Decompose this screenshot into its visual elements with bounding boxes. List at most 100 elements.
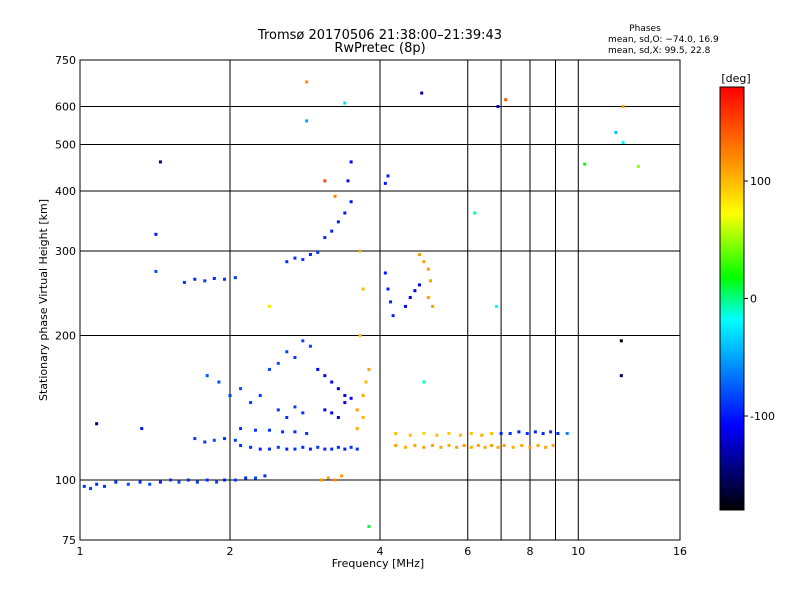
data-point (223, 437, 227, 441)
data-point (367, 525, 371, 529)
data-point (391, 314, 395, 318)
data-point (533, 430, 537, 434)
data-point (544, 445, 548, 449)
data-point (223, 277, 227, 281)
x-tick-label: 10 (571, 545, 585, 558)
data-point (215, 480, 219, 484)
data-point (258, 394, 262, 398)
data-point (158, 160, 162, 164)
data-point (330, 229, 334, 233)
data-point (619, 339, 623, 343)
data-point (549, 430, 553, 434)
data-point (469, 432, 473, 436)
data-point (154, 269, 158, 273)
data-point (305, 80, 309, 84)
data-point (343, 101, 347, 105)
data-point (293, 447, 297, 451)
data-point (447, 444, 451, 448)
data-point (355, 408, 359, 412)
data-point (361, 287, 365, 291)
data-point (233, 276, 237, 280)
data-point (343, 211, 347, 215)
x-tick-label: 2 (227, 545, 234, 558)
data-point (490, 432, 494, 436)
data-point (621, 105, 625, 109)
colorbar-gradient (719, 86, 745, 511)
data-point (95, 422, 99, 426)
data-point (336, 415, 340, 419)
data-point (228, 394, 232, 398)
x-tick-labels: 1 2 4 6 8 10 16 (77, 545, 688, 558)
data-point (504, 98, 508, 102)
data-point (205, 478, 209, 482)
data-point (469, 445, 473, 449)
y-tick-label: 400 (55, 185, 76, 198)
data-point (323, 236, 327, 240)
data-point (389, 300, 393, 304)
data-point (420, 91, 424, 95)
data-point (267, 447, 271, 451)
data-point (148, 482, 152, 486)
x-axis-label: Frequency [MHz] (332, 557, 424, 570)
data-point (293, 405, 297, 409)
data-point (319, 478, 323, 482)
data-point (431, 444, 435, 448)
x-tick-label: 16 (673, 545, 687, 558)
data-point (193, 277, 197, 281)
data-point (138, 480, 142, 484)
data-point (383, 271, 387, 275)
data-point (203, 440, 207, 444)
data-point (223, 478, 227, 482)
data-point (323, 447, 327, 451)
phase-stats-o: mean, sd,O: −74.0, 16.9 (608, 35, 719, 45)
data-point (417, 253, 421, 257)
data-point (239, 444, 243, 448)
data-point (346, 179, 350, 183)
data-point (431, 304, 435, 308)
data-point (358, 249, 362, 253)
data-point (323, 408, 327, 412)
data-point (621, 140, 625, 144)
data-point (203, 279, 207, 283)
data-point (293, 256, 297, 260)
data-point (336, 387, 340, 391)
data-point (517, 430, 521, 434)
data-point (305, 119, 309, 123)
x-tick-label: 8 (527, 545, 534, 558)
data-point (511, 445, 515, 449)
data-point (462, 444, 466, 448)
data-point (316, 445, 320, 449)
data-point (239, 387, 243, 391)
data-point (285, 415, 289, 419)
data-point (263, 474, 267, 478)
data-point (458, 433, 462, 437)
data-point (403, 304, 407, 308)
y-tick-label: 100 (55, 474, 76, 487)
data-point (435, 433, 439, 437)
data-point (476, 444, 480, 448)
data-point (285, 447, 289, 451)
data-point (528, 445, 532, 449)
data-point (426, 267, 430, 271)
colorbar-tick-label: -100 (750, 410, 775, 423)
data-point (551, 444, 555, 448)
data-point (239, 427, 243, 431)
colorbar: [deg] 100 0 -100 (719, 72, 775, 511)
data-point (502, 444, 506, 448)
data-point (305, 432, 309, 436)
data-point (483, 445, 487, 449)
data-point (233, 438, 237, 442)
data-point (336, 445, 340, 449)
data-point (82, 484, 86, 488)
data-point (293, 430, 297, 434)
data-point (154, 232, 158, 236)
data-point (330, 447, 334, 451)
data-point (422, 445, 426, 449)
data-point (323, 179, 327, 183)
data-point (394, 432, 398, 436)
data-point (636, 164, 640, 168)
data-point (343, 401, 347, 405)
data-point (301, 411, 305, 415)
data-point (386, 287, 390, 291)
data-point (333, 194, 337, 198)
